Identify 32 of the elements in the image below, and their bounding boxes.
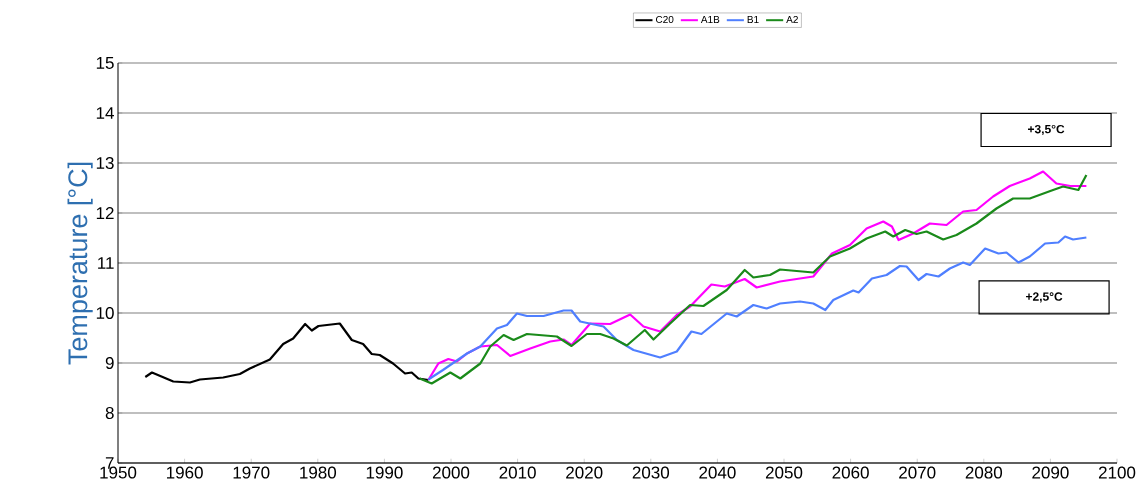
y-tick-label: 10 [96, 306, 114, 320]
x-tick-label: 2020 [566, 466, 603, 479]
x-tick-label: 1970 [233, 466, 270, 479]
x-tick-label: 2090 [1032, 466, 1069, 479]
y-tick-label: 11 [98, 257, 114, 269]
y-tick-label: 15 [96, 57, 114, 69]
y-tick-label: 12 [96, 207, 114, 219]
y-axis-title: Temperature [°C] [67, 162, 93, 365]
x-tick-label: 2010 [499, 466, 536, 479]
x-tick-label: 2060 [832, 466, 869, 479]
x-tick-label: 2040 [699, 466, 736, 479]
x-tick-label: 2100 [1098, 466, 1136, 479]
annotation: +2,5°C [1026, 292, 1063, 303]
y-tick-label: 8 [105, 406, 114, 420]
x-tick-label: 1980 [300, 466, 337, 479]
legend-label: A1B [700, 16, 720, 23]
y-tick-label: 14 [96, 107, 114, 119]
legend-label: B1 [747, 16, 759, 23]
x-tick-label: 1990 [366, 466, 403, 479]
y-tick-label: 13 [96, 156, 114, 170]
legend-label: A2 [786, 15, 798, 23]
x-tick-label: 2030 [632, 466, 670, 479]
line-series [144, 322, 430, 384]
y-tick-label: 9 [105, 356, 114, 370]
x-tick-label: 1960 [166, 466, 203, 479]
line-series [427, 235, 1088, 381]
legend-label: C20 [655, 15, 674, 24]
x-tick-label: 2070 [899, 466, 936, 479]
annotation: +3,5°C [1028, 124, 1065, 136]
x-tick-label: 2080 [965, 466, 1003, 479]
x-tick-label: 2000 [432, 466, 470, 479]
x-tick-label: 2050 [765, 466, 803, 479]
